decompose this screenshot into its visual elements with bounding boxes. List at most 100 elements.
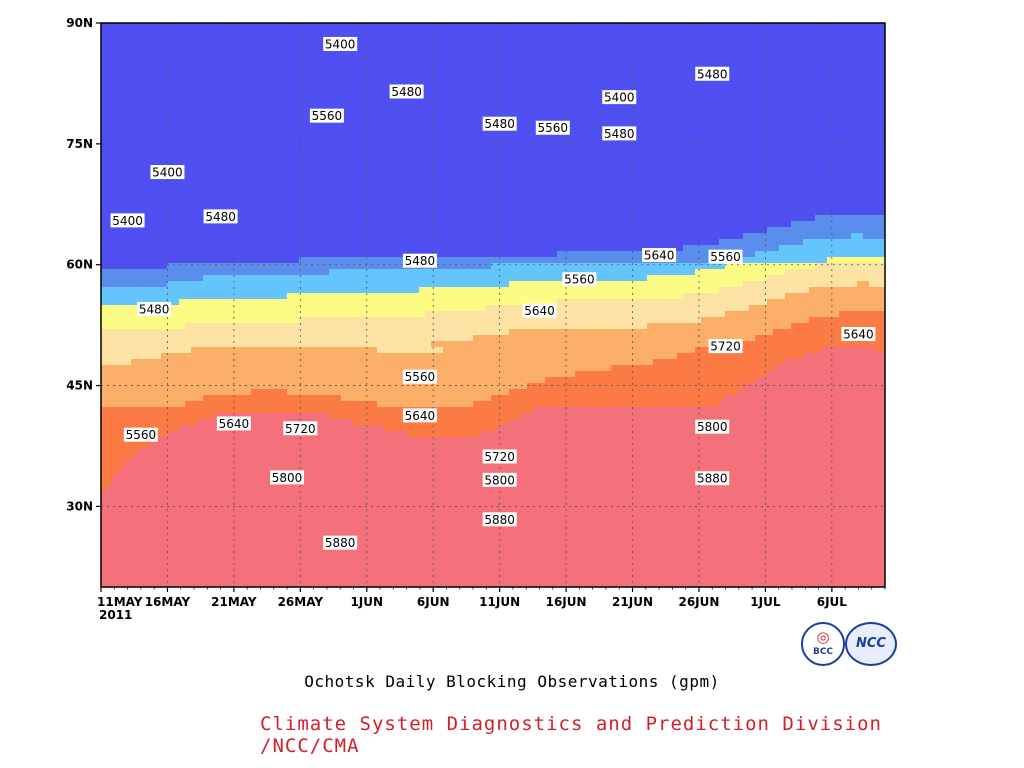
contour-label: 5560 [123, 427, 158, 442]
contour-band-cell [101, 443, 150, 450]
contour-label-text: 5640 [644, 249, 675, 263]
contour-band-cell [101, 101, 885, 108]
x-tick-label: 26MAY [278, 595, 324, 609]
contour-label: 5560 [708, 249, 743, 264]
contour-band-cell [101, 173, 885, 180]
contour-band-cell [101, 329, 510, 336]
contour-band-cell [419, 287, 720, 294]
contour-band-cell [491, 395, 726, 402]
contour-band-cell [101, 323, 186, 330]
contour-band-cell [101, 83, 885, 90]
contour-bands [101, 23, 885, 587]
contour-label-bg [708, 249, 743, 264]
contour-label-text: 5720 [285, 422, 316, 436]
contour-label-bg [602, 126, 637, 141]
contour-band-cell [647, 275, 768, 282]
contour-band-cell [101, 509, 885, 516]
contour-band-cell [791, 221, 885, 228]
contour-label: 5640 [522, 303, 557, 318]
contour-band-cell [767, 227, 885, 234]
contour-band-cell [749, 305, 885, 312]
bcc-logo: ◎ BCC [801, 622, 845, 666]
contour-label-text: 5640 [405, 409, 436, 423]
contour-band-cell [533, 407, 885, 414]
contour-band-cell [101, 113, 885, 120]
contour-band-cell [101, 359, 132, 366]
contour-label-bg [402, 369, 437, 384]
contour-band-cell [809, 317, 885, 324]
contour-band-cell [329, 269, 696, 276]
contour-band-cell [101, 59, 885, 66]
contour-band-cell [101, 161, 885, 168]
y-tick-label: 45N [66, 379, 93, 393]
contour-band-cell [701, 317, 810, 324]
contour-band-cell [545, 377, 756, 384]
contour-band-cell [101, 581, 885, 587]
y-tick-label: 30N [66, 499, 93, 513]
contour-label-bg [708, 339, 743, 354]
contour-band-cell [101, 287, 420, 294]
contour-band-cell [287, 389, 510, 396]
contour-band-cell [725, 395, 885, 402]
contour-label-bg [309, 108, 344, 123]
contour-band-cell [653, 359, 786, 366]
contour-band-cell [101, 23, 885, 30]
contour-label: 5480 [695, 66, 730, 81]
contour-band-cell [101, 371, 576, 378]
x-tick-label: 21MAY [211, 595, 257, 609]
contour-band-cell [101, 251, 558, 258]
contour-band-cell [743, 233, 852, 240]
contour-band-cell [101, 155, 885, 162]
contour-band-cell [509, 281, 744, 288]
contour-band-cell [101, 41, 885, 48]
contour-band-cell [185, 323, 648, 330]
contour-band-cell [203, 395, 342, 402]
contour-band-cell [779, 245, 885, 252]
contour-band-cell [101, 65, 885, 72]
contour-band-cell [725, 257, 828, 264]
ncc-logo: NCC [845, 622, 897, 666]
contour-band-cell [101, 257, 300, 264]
contour-band-cell [149, 443, 885, 450]
contour-label-bg [841, 327, 876, 342]
contour-band-cell [101, 71, 885, 78]
contour-band-cell [101, 545, 885, 552]
contour-band-cell [101, 455, 132, 462]
contour-label: 5880 [482, 512, 517, 527]
contour-band-cell [719, 401, 885, 408]
x-tick-label: 1JUN [350, 595, 383, 609]
contour-label-text: 5480 [697, 67, 728, 81]
contour-label-bg [602, 90, 637, 105]
contour-label: 5400 [323, 36, 358, 51]
contour-band-cell [809, 287, 885, 294]
contour-label-text: 5480 [139, 303, 170, 317]
contour-band-cell [773, 329, 885, 336]
contour-label: 5640 [216, 416, 251, 431]
x-tick-label: 21JUN [612, 595, 653, 609]
contour-band-cell [101, 365, 612, 372]
contour-band-cell [191, 347, 378, 354]
contour-label: 5640 [402, 408, 437, 423]
contour-label-text: 5720 [710, 340, 741, 354]
x-tick-label: 26JUN [678, 595, 719, 609]
contour-label-bg [535, 120, 570, 135]
contour-label-text: 5880 [484, 513, 515, 527]
contour-label-text: 5400 [152, 166, 183, 180]
contour-label-bg [562, 272, 597, 287]
contour-band-cell [299, 317, 702, 324]
contour-band-cell [101, 389, 252, 396]
contour-label-bg [283, 421, 318, 436]
contour-band-cell [443, 347, 696, 354]
contour-label: 5480 [389, 84, 424, 99]
contour-label-bg [216, 416, 251, 431]
contour-band-cell [101, 185, 885, 192]
contour-band-cell [101, 29, 885, 36]
contour-label-text: 5800 [484, 473, 515, 487]
contour-band-cell [857, 281, 870, 288]
contour-band-cell [377, 347, 444, 354]
x-tick-label: 11JUN [479, 595, 520, 609]
contour-band-cell [101, 149, 885, 156]
contour-band-cell [101, 311, 426, 318]
contour-label: 5560 [402, 369, 437, 384]
y-tick-label: 60N [66, 258, 93, 272]
